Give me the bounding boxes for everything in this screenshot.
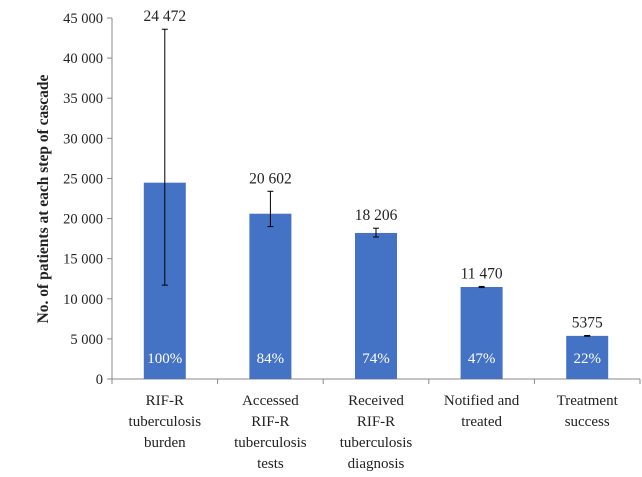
category-label-line: tuberculosis (129, 414, 202, 430)
percent-label: 84% (257, 351, 285, 367)
value-label: 24 472 (143, 8, 186, 25)
value-label: 18 206 (355, 207, 398, 224)
category-label: Received RIF-R tuberculosis diagnosis (340, 393, 413, 472)
category-label-line: Treatment (557, 393, 619, 409)
bar (249, 213, 292, 379)
category-label-line: burden (144, 435, 186, 451)
category-label-line: Accessed (242, 393, 299, 409)
category-label-line: tuberculosis (234, 435, 307, 451)
y-tick-label: 5 000 (70, 332, 103, 348)
y-axis-title-group: No. of patients at each step of cascade (35, 74, 52, 323)
percent-label: 100% (147, 351, 182, 367)
category-label-line: treated (461, 414, 502, 430)
axes: 0 5 000 10 000 15 000 20 000 25 000 30 000 35 0… (63, 11, 641, 388)
y-tick-label: 35 000 (63, 91, 103, 107)
category-label-line: RIF-R (251, 414, 289, 430)
y-tick-label: 45 000 (63, 11, 103, 27)
percent-label: 47% (468, 351, 496, 367)
category-label-line: RIF-R (357, 414, 395, 430)
data-labels: 24 472 100% 20 602 84% 18 206 74% 11 470 47% 537… (143, 8, 602, 367)
category-label-line: Notified and (444, 393, 520, 409)
category-label: Notified and treated (444, 393, 520, 430)
category-label-line: RIF-R (146, 393, 184, 409)
category-label-line: diagnosis (348, 456, 405, 472)
y-tick-label: 40 000 (63, 51, 103, 67)
bars (143, 182, 609, 379)
category-label: RIF-R tuberculosis burden (129, 393, 202, 451)
y-tick-label: 30 000 (63, 131, 103, 147)
percent-label: 74% (362, 351, 390, 367)
value-label: 11 470 (461, 265, 503, 282)
category-label-line: tuberculosis (340, 435, 413, 451)
percent-label: 22% (573, 351, 601, 367)
value-label: 5375 (572, 315, 603, 332)
category-label: Accessed RIF-R tuberculosis tests (234, 393, 307, 472)
value-label: 20 602 (249, 170, 292, 187)
error-bars (161, 28, 591, 337)
x-axis-labels: RIF-R tuberculosis burden Accessed RIF-R tube… (129, 393, 619, 472)
category-label-line: Received (348, 393, 404, 409)
category-label: Treatment success (557, 393, 619, 430)
y-tick-label: 0 (96, 372, 103, 388)
y-tick-label: 10 000 (63, 292, 103, 308)
y-tick-label: 15 000 (63, 252, 103, 268)
category-label-line: success (565, 414, 610, 430)
y-tick-label: 20 000 (63, 212, 103, 228)
bar (460, 286, 503, 379)
bar (355, 232, 397, 379)
y-tick-label: 25 000 (63, 171, 103, 187)
category-label-line: tests (257, 456, 284, 472)
y-axis-title: No. of patients at each step of cascade (35, 74, 52, 323)
bar (566, 335, 609, 379)
